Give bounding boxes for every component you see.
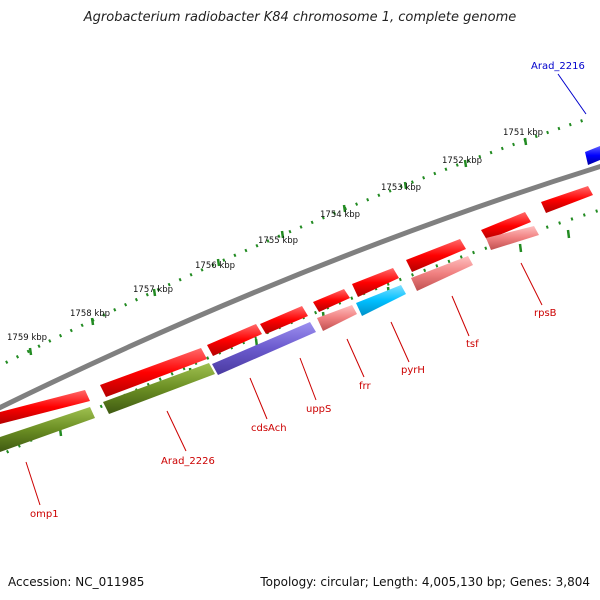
gene-label-pyrH: pyrH <box>401 365 425 376</box>
gene-fwd-5 <box>260 306 308 334</box>
ruler-label-1751: 1751 kbp <box>503 128 543 138</box>
gene-label-frr: frr <box>359 381 371 392</box>
accession-info: Accession: NC_011985 <box>8 575 145 589</box>
ruler-labels: 1751 kbp 1752 kbp 1753 kbp 1754 kbp 1755… <box>7 128 543 343</box>
gene-tsf <box>411 256 473 291</box>
gene-label-tsf: tsf <box>466 339 479 350</box>
gene-uppS <box>212 322 316 375</box>
gene-label-arad2226: Arad_2226 <box>161 456 215 467</box>
ruler-label-1752: 1752 kbp <box>442 156 482 166</box>
forward-genes <box>0 146 600 424</box>
ruler-label-1756: 1756 kbp <box>195 261 235 271</box>
ruler-label-1754: 1754 kbp <box>320 210 360 220</box>
ruler-label-1758: 1758 kbp <box>70 309 110 319</box>
gene-label-arad2216: Arad_2216 <box>531 61 585 72</box>
gene-label-omp1: omp1 <box>30 509 59 520</box>
gene-fwd-2 <box>406 239 466 272</box>
gene-arad2226 <box>0 407 95 452</box>
gene-label-rpsB: rpsB <box>534 308 557 319</box>
gene-rpsB-forward <box>541 186 593 213</box>
gene-rpsB <box>486 226 539 250</box>
ruler-label-1757: 1757 kbp <box>133 285 173 295</box>
gene-fwd-1 <box>481 212 531 240</box>
page-title: Agrobacterium radiobacter K84 chromosome… <box>83 10 517 25</box>
reverse-genes <box>0 226 539 452</box>
gene-frr <box>317 305 357 331</box>
label-leaders <box>25 73 587 506</box>
gene-cdsAch <box>103 363 215 414</box>
gene-arad2216 <box>585 146 600 165</box>
gene-label-group: Arad_2216 rpsB tsf pyrH frr uppS cdsAch … <box>30 61 585 520</box>
genome-backbone <box>0 163 600 411</box>
gene-pyrH <box>356 285 406 316</box>
ruler-label-1753: 1753 kbp <box>381 183 421 193</box>
gene-fwd-7 <box>100 348 207 397</box>
ruler-label-1759: 1759 kbp <box>7 333 47 343</box>
gene-label-cdsAch: cdsAch <box>251 423 287 434</box>
gene-label-uppS: uppS <box>306 404 331 415</box>
gene-fwd-6 <box>207 324 262 356</box>
topology-info: Topology: circular; Length: 4,005,130 bp… <box>260 575 590 589</box>
gene-fwd-3 <box>352 268 399 297</box>
ruler-major-ticks <box>28 137 528 356</box>
ruler-label-1755: 1755 kbp <box>258 236 298 246</box>
gene-fwd-8 <box>0 390 90 424</box>
gene-fwd-4 <box>313 289 350 312</box>
